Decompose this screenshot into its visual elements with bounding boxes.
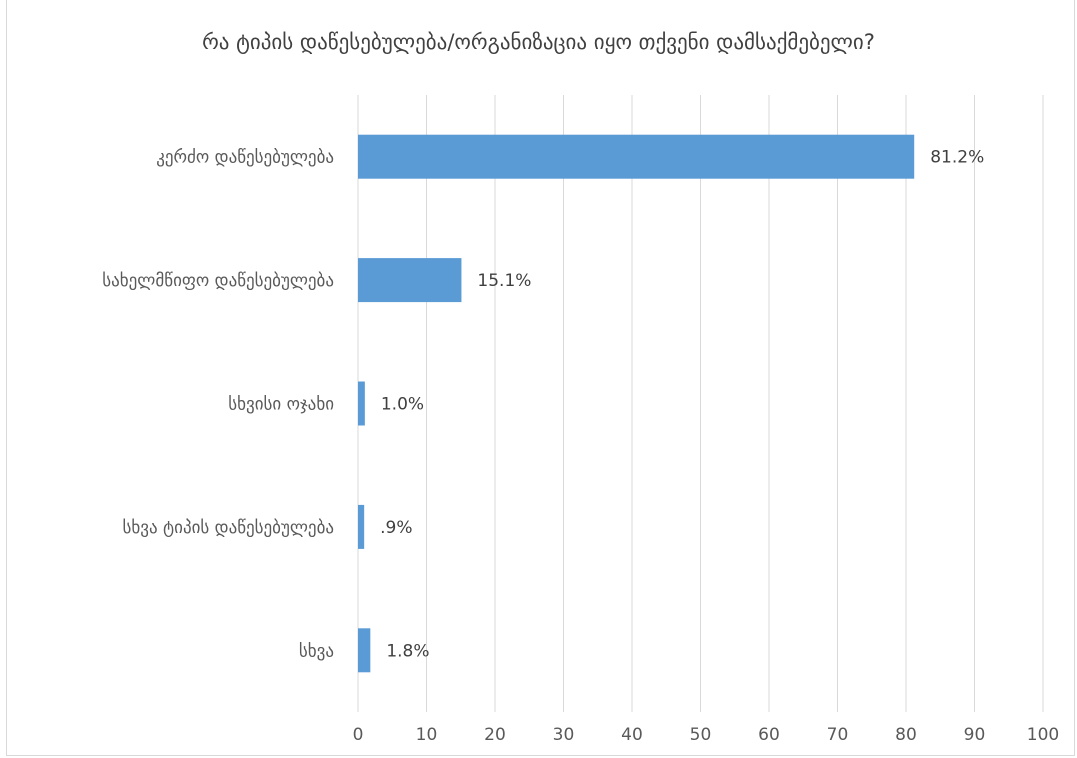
data-label: .9% — [380, 518, 412, 538]
category-label: სხვა ტიპის დაწესებულება — [123, 518, 334, 538]
x-tick-label: 20 — [484, 725, 506, 745]
data-label: 81.2% — [930, 148, 984, 168]
x-tick-label: 60 — [758, 725, 780, 745]
chart-title: რა ტიპის დაწესებულება/ორგანიზაცია იყო თქ… — [202, 30, 875, 54]
x-tick-label: 80 — [895, 725, 917, 745]
data-label: 1.0% — [381, 395, 424, 415]
x-tick-label: 70 — [827, 725, 849, 745]
bars-layer — [358, 134, 915, 673]
data-label: 15.1% — [477, 271, 531, 291]
grid-layer — [357, 95, 1044, 712]
x-tick-label: 0 — [353, 725, 364, 745]
bar — [358, 258, 462, 303]
category-label: სხვა — [299, 641, 334, 661]
bar — [358, 628, 371, 673]
x-tick-label: 90 — [964, 725, 986, 745]
x-tick-label: 100 — [1027, 725, 1059, 745]
category-label: სახელმწიფო დაწესებულება — [102, 271, 334, 291]
chart-frame — [6, 0, 1075, 756]
category-label: კერძო დაწესებულება — [156, 148, 334, 168]
x-tick-label: 50 — [690, 725, 712, 745]
labels-layer: 0 10 20 30 40 50 60 70 80 90 100 კერძო დაწესებულება… — [102, 148, 1059, 745]
x-tick-label: 30 — [553, 725, 575, 745]
data-label: 1.8% — [386, 641, 429, 661]
x-tick-label: 40 — [621, 725, 643, 745]
category-label: სხვისი ოჯახი — [228, 395, 334, 415]
bar — [358, 381, 365, 426]
x-tick-label: 10 — [416, 725, 438, 745]
bar — [358, 504, 365, 549]
bar — [358, 134, 915, 179]
